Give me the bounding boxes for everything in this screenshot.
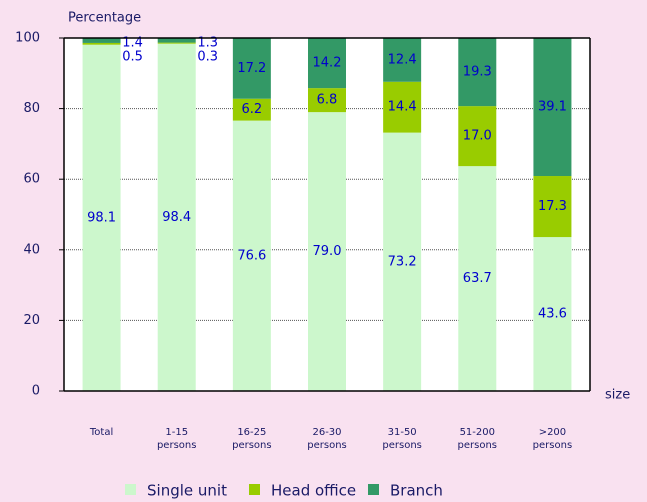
legend-swatch	[125, 484, 136, 495]
value-label: 0.3	[197, 50, 218, 65]
bar-segment	[308, 112, 346, 391]
value-label: 1.4	[122, 36, 143, 51]
value-label: 1.3	[197, 36, 218, 51]
value-label: 17.2	[237, 61, 266, 76]
value-label: 98.1	[87, 210, 116, 225]
value-label: 19.3	[463, 65, 492, 80]
bar-segment	[157, 43, 196, 391]
bar-segment	[533, 237, 572, 391]
value-label: 14.4	[388, 100, 417, 115]
legend-swatch	[249, 484, 260, 495]
x-tick-label: 26-30 persons	[307, 427, 347, 451]
value-label: 39.1	[538, 100, 567, 115]
value-label: 14.2	[313, 56, 342, 71]
x-tick-label-line: Total	[89, 427, 113, 438]
x-tick-label-line: persons	[232, 440, 272, 451]
bar-segment	[82, 42, 121, 45]
x-tick-label-line: persons	[157, 440, 197, 451]
value-label: 73.2	[388, 254, 417, 269]
bar-segment	[458, 106, 497, 167]
legend-label: Head office	[271, 482, 356, 500]
x-tick-label-line: 16-25	[237, 427, 266, 438]
value-label: 79.0	[313, 244, 342, 259]
bar-segment	[458, 38, 497, 107]
x-tick-label: >200 persons	[533, 427, 573, 451]
x-tick-label: 51-200 persons	[458, 427, 498, 451]
bar-segment	[458, 166, 497, 391]
bar-segment	[383, 38, 422, 82]
bar-segment	[157, 38, 196, 43]
legend-label: Branch	[390, 482, 443, 500]
value-label: 17.0	[463, 129, 492, 144]
x-axis-label: size	[605, 388, 630, 403]
x-tick-label-line: >200	[539, 427, 566, 438]
y-tick-label: 80	[23, 101, 40, 116]
value-label: 6.2	[242, 102, 263, 117]
bar-segment	[157, 42, 196, 44]
y-tick-label: 100	[15, 31, 40, 46]
y-tick-label: 20	[23, 313, 40, 328]
bar-segment	[82, 44, 121, 391]
x-tick-label: 16-25 persons	[232, 427, 272, 451]
value-label: 12.4	[388, 52, 417, 67]
bar-segment	[82, 38, 121, 43]
bar-segment	[533, 176, 572, 238]
x-tick-label: Total	[89, 427, 113, 438]
bar-segment	[308, 88, 346, 113]
x-tick-label-line: 1-15	[165, 427, 188, 438]
bar-segment	[383, 132, 422, 391]
legend-label: Single unit	[147, 482, 227, 500]
x-tick-label-line: persons	[307, 440, 347, 451]
bar-segment	[232, 98, 271, 121]
value-label: 17.3	[538, 199, 567, 214]
bar-segment	[232, 38, 271, 99]
y-tick-label: 40	[23, 242, 40, 257]
value-label: 98.4	[162, 210, 191, 225]
value-label: 0.5	[122, 50, 143, 65]
bar-segment	[383, 81, 422, 133]
x-tick-label-line: 26-30	[312, 427, 341, 438]
x-tick-label-line: persons	[458, 440, 498, 451]
legend-swatch	[368, 484, 379, 495]
x-tick-label-line: 31-50	[388, 427, 417, 438]
value-label: 43.6	[538, 307, 567, 322]
x-tick-label-line: persons	[533, 440, 573, 451]
x-tick-label-line: 51-200	[460, 427, 495, 438]
bar-segment	[232, 120, 271, 392]
x-tick-label: 31-50 persons	[382, 427, 422, 451]
value-label: 6.8	[317, 93, 338, 108]
x-tick-label-line: persons	[382, 440, 422, 451]
bar-segment	[533, 38, 572, 177]
y-axis-label: Percentage	[68, 11, 141, 26]
value-label: 76.6	[237, 248, 266, 263]
x-tick-label: 1-15 persons	[157, 427, 197, 451]
bar-segment	[308, 38, 346, 89]
y-tick-label: 0	[32, 384, 40, 399]
value-label: 63.7	[463, 271, 492, 286]
y-tick-label: 60	[23, 172, 40, 187]
